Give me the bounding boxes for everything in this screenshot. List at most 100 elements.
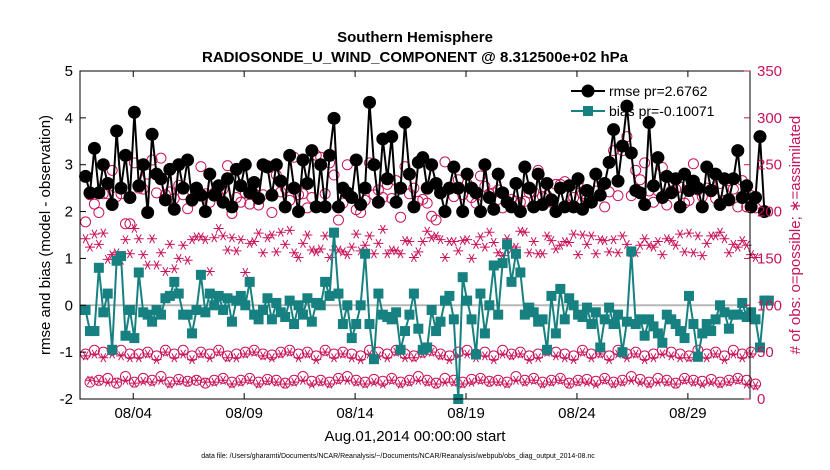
bias-point (302, 293, 313, 304)
obs-assimilated-marker (528, 375, 539, 385)
bias-point (675, 326, 686, 337)
rmse-point (287, 181, 301, 195)
bias-point (240, 300, 251, 311)
rmse-point (145, 127, 159, 141)
obs-assimilated-marker (311, 355, 322, 365)
bias-point (644, 314, 655, 325)
bias-point (404, 309, 415, 320)
obs-assimilated-marker (564, 379, 575, 389)
obs-assimilated-marker (528, 236, 539, 247)
rmse-point (252, 191, 266, 205)
bias-point (315, 300, 326, 311)
plot-area (80, 71, 750, 399)
obs-assimilated-marker (537, 379, 548, 389)
obs-assimilated-marker (324, 379, 335, 389)
obs-assimilated-marker (488, 355, 499, 365)
rmse-point (371, 195, 385, 209)
obs-assimilated-marker (178, 240, 189, 250)
rmse-point (562, 179, 576, 193)
bias-point (737, 297, 748, 308)
y2-tick-label: 100 (757, 297, 782, 314)
obs-assimilated-marker (422, 226, 433, 236)
bias-point (191, 304, 202, 315)
bias-point (102, 288, 113, 299)
obs-possible-marker (630, 164, 642, 176)
bias-point (471, 349, 482, 360)
bias-point (297, 309, 308, 320)
obs-assimilated-marker (524, 355, 535, 365)
obs-assimilated-marker (302, 349, 313, 359)
obs-possible-marker (111, 377, 123, 389)
bias-point (479, 328, 490, 339)
bias-point (222, 293, 233, 304)
obs-possible-marker (151, 350, 163, 362)
obs-assimilated-marker (577, 347, 588, 357)
bias-point (235, 290, 246, 301)
obs-possible-marker (137, 372, 149, 384)
y-tick-label: 3 (65, 157, 73, 174)
x-tick-label: 08/14 (336, 405, 374, 422)
obs-possible-marker (297, 371, 309, 383)
bias-point (351, 319, 362, 330)
obs-assimilated-marker (719, 234, 730, 244)
obs-assimilated-marker (581, 239, 592, 249)
obs-assimilated-marker (160, 347, 171, 357)
rmse-point (96, 158, 110, 172)
obs-assimilated-marker (675, 229, 686, 239)
rmse-point (456, 205, 470, 219)
obs-assimilated-marker (715, 379, 726, 389)
rmse-point (509, 176, 523, 190)
bias-point (568, 300, 579, 311)
rmse-point (283, 148, 297, 162)
obs-assimilated-marker (604, 355, 615, 365)
obs-possible-marker (452, 346, 464, 358)
obs-possible-marker (119, 218, 131, 230)
bias-point (559, 314, 570, 325)
obs-assimilated-marker (289, 248, 300, 258)
bias-point (564, 293, 575, 304)
bias-point (577, 312, 588, 322)
obs-assimilated-marker (138, 250, 149, 260)
obs-assimilated-marker (661, 377, 672, 387)
obs-possible-marker (679, 372, 691, 384)
obs-possible-marker (519, 195, 531, 207)
rmse-point (700, 160, 714, 174)
bias-point (639, 330, 650, 341)
bias-point (466, 314, 477, 325)
obs-assimilated-marker (493, 377, 504, 387)
bias-point (107, 344, 118, 355)
obs-assimilated-marker (475, 375, 486, 385)
rmse-point (491, 167, 505, 181)
obs-assimilated-marker (497, 349, 508, 359)
obs-assimilated-marker (417, 236, 428, 247)
obs-assimilated-marker (386, 375, 397, 385)
obs-possible-marker (102, 372, 114, 384)
rmse-point (367, 158, 381, 172)
obs-possible-marker (332, 214, 344, 226)
obs-assimilated-marker (271, 247, 282, 257)
obs-assimilated-marker (368, 377, 379, 387)
obs-assimilated-marker (599, 236, 610, 246)
x-tick-label: 08/19 (447, 405, 485, 422)
obs-assimilated-marker (258, 351, 269, 361)
obs-assimilated-marker (364, 231, 375, 241)
obs-possible-marker (222, 350, 234, 362)
rmse-point (127, 105, 141, 119)
rmse-point (740, 179, 754, 193)
rmse-point (323, 148, 337, 162)
obs-assimilated-marker (346, 353, 357, 363)
obs-assimilated-marker (502, 379, 513, 389)
y2-tick-label: 300 (757, 110, 782, 127)
obs-assimilated-marker (169, 264, 180, 274)
obs-assimilated-marker (599, 375, 610, 385)
obs-assimilated-marker (102, 254, 113, 264)
obs-assimilated-marker (173, 376, 184, 386)
bias-point (648, 321, 659, 332)
obs-assimilated-marker (342, 250, 353, 260)
obs-possible-marker (177, 344, 189, 356)
obs-possible-marker (408, 182, 420, 194)
obs-possible-marker (195, 161, 207, 173)
obs-assimilated-marker (200, 235, 211, 245)
obs-possible-marker (603, 350, 615, 362)
bias-point (391, 307, 402, 318)
